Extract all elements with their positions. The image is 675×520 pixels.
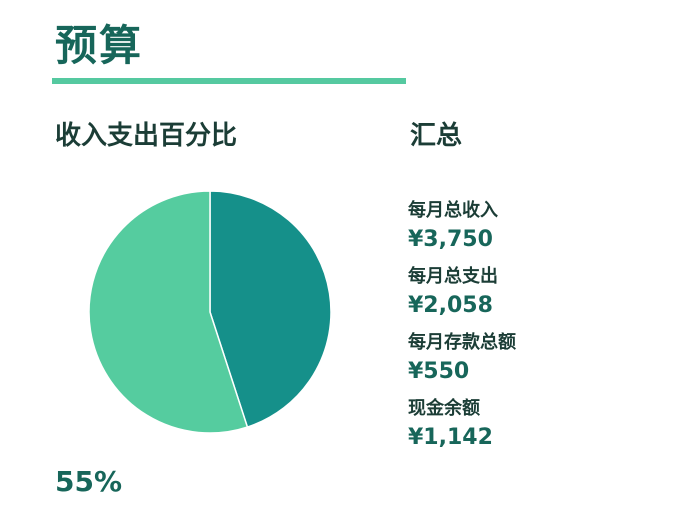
summary-value: ¥1,142: [408, 425, 493, 450]
summary-label: 每月总收入: [408, 200, 498, 221]
pie-percent-label: 55%: [55, 465, 123, 498]
pie-slice-0: [209, 190, 332, 429]
summary-panel: 每月总收入 ¥3,750 每月总支出 ¥2,058 每月存款总额 ¥550 现金…: [408, 198, 658, 462]
page-title: 预算: [55, 21, 144, 70]
summary-item-income: 每月总收入 ¥3,750: [408, 198, 658, 264]
summary-label: 每月总支出: [408, 266, 498, 287]
summary-item-cash-balance: 现金余额 ¥1,142: [408, 396, 658, 462]
summary-value: ¥2,058: [408, 293, 493, 318]
summary-label: 每月存款总额: [408, 332, 516, 353]
summary-item-expense: 每月总支出 ¥2,058: [408, 264, 658, 330]
summary-value: ¥3,750: [408, 227, 493, 252]
title-underline: [52, 78, 406, 84]
summary-label: 现金余额: [408, 398, 480, 419]
summary-heading: 汇总: [410, 121, 463, 151]
summary-item-savings: 每月存款总额 ¥550: [408, 330, 658, 396]
summary-value: ¥550: [408, 359, 470, 384]
pie-chart-heading: 收入支出百分比: [55, 121, 238, 151]
pie-slice-1: [88, 190, 249, 434]
income-expense-pie-chart: [88, 190, 332, 434]
